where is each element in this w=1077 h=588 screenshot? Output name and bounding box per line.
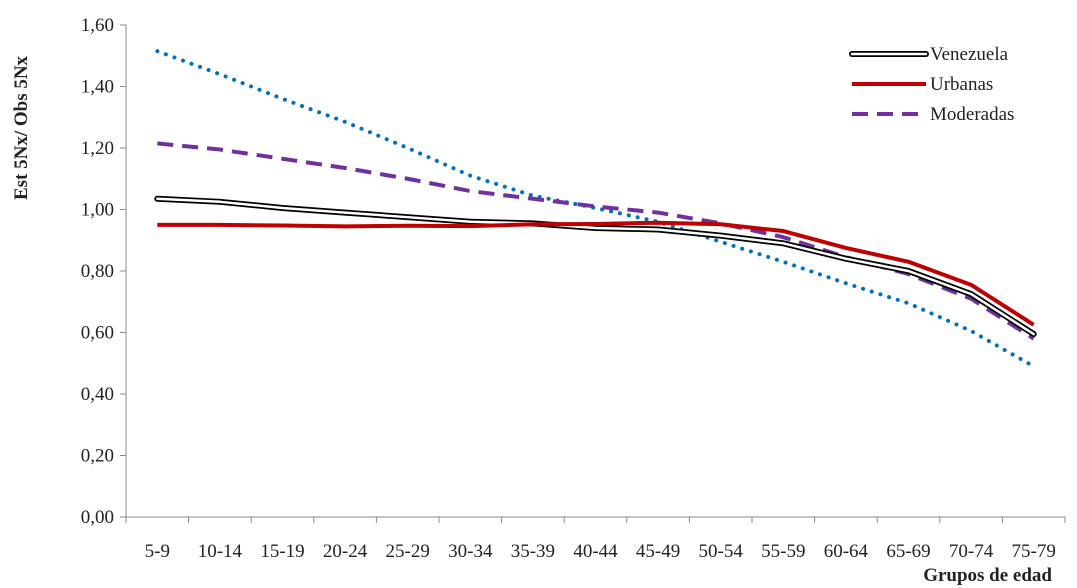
- x-tick-label: 40-44: [573, 541, 618, 562]
- x-tick-label: 65-69: [886, 541, 930, 562]
- series-line-unnamed: [155, 49, 1036, 369]
- x-axis-title: Grupos de edad: [923, 565, 1052, 586]
- y-axis: 0,00 0,20 0,40 0,60 0,80 1,00 1,20 1,40 1,60: [81, 15, 127, 528]
- legend-label-moderadas: Moderadas: [930, 104, 1014, 125]
- x-tick-label: 70-74: [949, 541, 994, 562]
- series-line-urbanas: [157, 220, 1035, 327]
- series-group-unnamed: [155, 49, 1036, 369]
- x-tick-label: 55-59: [761, 541, 805, 562]
- series-layer: [154, 49, 1037, 369]
- x-tick-label: 30-34: [448, 541, 493, 562]
- y-axis-title: Est 5Nx/ Obs 5Nx: [11, 55, 32, 200]
- y-tick-label: 1,00: [81, 200, 114, 221]
- x-tick-label: 45-49: [636, 541, 680, 562]
- legend-label-venezuela: Venezuela: [930, 44, 1009, 65]
- x-tick-label: 10-14: [198, 541, 243, 562]
- y-tick-label: 0,20: [81, 446, 114, 467]
- x-tick-label: 35-39: [511, 541, 555, 562]
- x-tick-label: 15-19: [260, 541, 304, 562]
- x-tick-label: 50-54: [699, 541, 744, 562]
- legend-label-urbanas: Urbanas: [930, 74, 993, 95]
- x-tick-label: 75-79: [1012, 541, 1056, 562]
- series-group-urbanas: [157, 220, 1035, 327]
- x-axis: 5-9 10-14 15-19 20-24 25-29 30-34 35-39 40-44 45…: [125, 516, 1066, 562]
- y-tick-label: 1,60: [81, 15, 114, 36]
- y-tick-label: 0,40: [81, 384, 114, 405]
- legend: Venezuela Urbanas Moderadas: [849, 44, 1014, 125]
- series-line-venezuela-outer: [154, 195, 1037, 338]
- x-tick-label: 5-9: [145, 541, 170, 562]
- x-tick-label: 60-64: [824, 541, 869, 562]
- series-line-venezuela-inner: [156, 197, 1035, 336]
- series-group-moderadas: [157, 141, 1035, 341]
- series-line-moderadas: [157, 141, 1035, 341]
- x-tick-label: 25-29: [386, 541, 430, 562]
- y-tick-label: 0,60: [81, 323, 114, 344]
- y-tick-label: 0,00: [81, 507, 114, 528]
- y-tick-label: 1,40: [81, 77, 114, 98]
- series-group-venezuela: [154, 195, 1037, 338]
- y-tick-label: 0,80: [81, 261, 114, 282]
- y-tick-label: 1,20: [81, 138, 114, 159]
- x-tick-label: 20-24: [323, 541, 368, 562]
